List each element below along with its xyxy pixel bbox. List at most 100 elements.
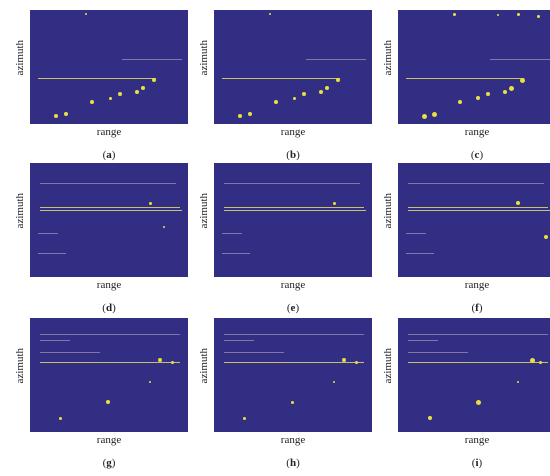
point-target: [148, 201, 152, 205]
point-target: [290, 400, 294, 404]
sar-image-plot: [398, 10, 550, 124]
point-target: [332, 201, 336, 205]
x-axis-label: range: [280, 279, 306, 291]
point-target: [431, 111, 437, 117]
panel-b: azimuth range (b): [198, 10, 372, 161]
point-target: [486, 92, 490, 96]
panel-g: azimuth range (g): [14, 318, 188, 469]
point-target: [458, 100, 462, 104]
target-streak: [406, 253, 434, 254]
panel-caption: (g): [102, 457, 116, 469]
target-streak: [40, 207, 180, 208]
sar-image-plot: [398, 163, 550, 277]
point-target: [158, 358, 162, 362]
point-target: [274, 100, 278, 104]
caption-letter: g: [106, 457, 112, 469]
point-target: [118, 92, 122, 96]
target-streak: [122, 59, 182, 60]
x-axis-label: range: [96, 126, 122, 138]
y-axis-label: azimuth: [198, 193, 210, 229]
panel-caption: (d): [102, 302, 116, 314]
point-target: [292, 96, 296, 100]
x-axis-label: range: [96, 279, 122, 291]
target-streak: [222, 233, 242, 234]
point-target: [135, 90, 139, 94]
x-axis-label: range: [464, 126, 490, 138]
target-streak: [224, 340, 254, 341]
point-target: [90, 100, 94, 104]
point-target: [149, 381, 151, 383]
y-axis-label: azimuth: [382, 193, 394, 229]
target-streak: [408, 183, 544, 184]
target-streak: [40, 334, 180, 335]
point-target: [336, 78, 340, 82]
point-target: [516, 201, 520, 205]
target-streak: [40, 210, 182, 211]
caption-letter: f: [475, 302, 479, 314]
point-target: [428, 416, 432, 420]
point-target: [152, 78, 156, 82]
point-target: [325, 86, 329, 90]
panel-h: azimuth range (h): [198, 318, 372, 469]
sar-image-plot: [214, 318, 372, 432]
target-streak: [224, 334, 364, 335]
target-streak: [490, 59, 550, 60]
x-axis-label: range: [464, 279, 490, 291]
sar-image-plot: [214, 163, 372, 277]
target-streak: [408, 352, 468, 353]
target-streak: [40, 352, 100, 353]
y-axis-label: azimuth: [14, 193, 26, 229]
panel-caption: (f): [471, 302, 483, 314]
target-streak: [38, 253, 66, 254]
y-axis-label: azimuth: [198, 348, 210, 384]
point-target: [517, 381, 519, 383]
y-axis-label: azimuth: [14, 348, 26, 384]
sar-image-plot: [30, 318, 188, 432]
target-streak: [222, 78, 340, 79]
panel-caption: (b): [286, 149, 300, 161]
point-target: [269, 13, 271, 15]
point-target: [302, 92, 306, 96]
point-target: [106, 400, 110, 404]
point-target: [529, 357, 535, 363]
sar-image-plot: [30, 10, 188, 124]
panel-c: azimuth range (c): [382, 10, 550, 161]
y-axis-label: azimuth: [14, 40, 26, 76]
point-target: [238, 114, 242, 118]
point-target: [538, 360, 542, 364]
x-axis-label: range: [280, 434, 306, 446]
x-axis-label: range: [280, 126, 306, 138]
target-streak: [40, 183, 176, 184]
target-streak: [224, 183, 360, 184]
panel-f: azimuth range (f): [382, 163, 550, 314]
caption-letter: c: [474, 149, 480, 161]
target-streak: [408, 210, 550, 211]
target-streak: [406, 78, 524, 79]
sar-image-plot: [30, 163, 188, 277]
point-target: [163, 226, 165, 228]
target-streak: [306, 59, 366, 60]
panel-caption: (e): [286, 302, 300, 314]
caption-letter: a: [106, 149, 112, 161]
point-target: [342, 358, 346, 362]
point-target: [248, 112, 252, 116]
x-axis-label: range: [96, 434, 122, 446]
target-streak: [224, 352, 284, 353]
point-target: [544, 235, 548, 239]
target-streak: [38, 78, 156, 79]
caption-letter: b: [289, 149, 297, 161]
point-target: [452, 12, 456, 16]
point-target: [421, 113, 427, 119]
point-target: [508, 85, 514, 91]
y-axis-label: azimuth: [382, 40, 394, 76]
y-axis-label: azimuth: [198, 40, 210, 76]
point-target: [54, 114, 58, 118]
target-streak: [406, 233, 426, 234]
point-target: [503, 90, 507, 94]
point-target: [475, 399, 481, 405]
point-target: [64, 112, 68, 116]
panel-e: azimuth range (e): [198, 163, 372, 314]
target-streak: [408, 207, 548, 208]
target-streak: [38, 233, 58, 234]
point-target: [333, 381, 335, 383]
